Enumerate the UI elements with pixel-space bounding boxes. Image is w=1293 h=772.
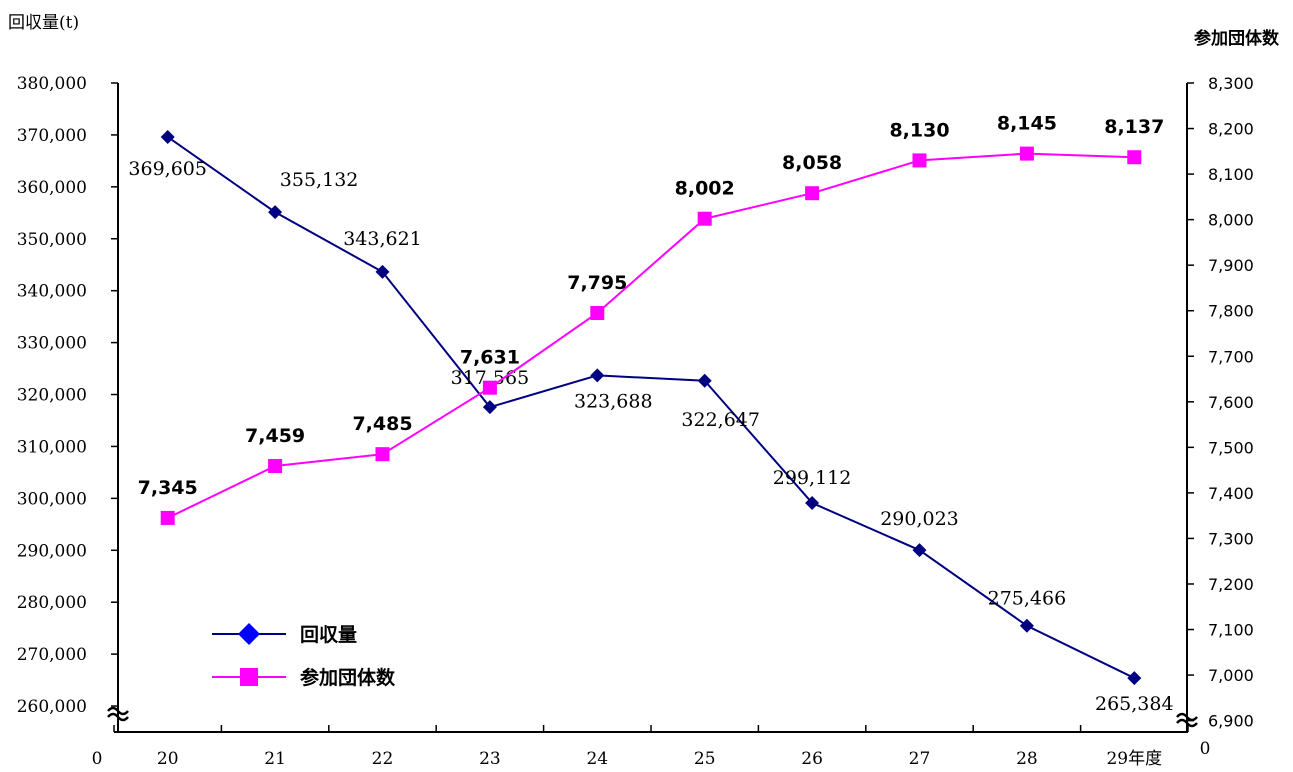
series-point-groups (268, 459, 283, 474)
series-point-collection (590, 368, 605, 383)
series-layer: 369,605 355,132 343,621 317,565 323,688 322,6… (128, 113, 1173, 715)
right-tick-label: 7,700 (1208, 347, 1254, 366)
x-tick-label: 21 (264, 749, 286, 769)
x-tick-label: 27 (909, 749, 931, 769)
data-label-collection: 343,621 (343, 228, 422, 250)
legend-marker-square (240, 668, 258, 686)
right-tick-label: 7,800 (1208, 302, 1254, 321)
data-label-groups: 8,130 (889, 119, 949, 141)
series-point-collection (1019, 618, 1034, 633)
series-line-collection (167, 136, 1135, 679)
left-tick-label: 310,000 (17, 437, 87, 457)
series-line-groups (167, 152, 1135, 519)
x-tick-label: 28 (1016, 749, 1038, 769)
right-tick-label: 7,500 (1208, 438, 1254, 457)
legend-label: 参加団体数 (300, 666, 396, 689)
left-tick-label: 320,000 (17, 386, 87, 406)
right-tick-label: 7,000 (1208, 666, 1254, 685)
series-point-collection (268, 205, 283, 220)
left-tick-label: 260,000 (17, 697, 87, 717)
series-point-collection (160, 129, 175, 144)
right-tick-label: 8,000 (1208, 211, 1254, 230)
left-axis-break-mark (107, 706, 129, 716)
series-point-groups (1127, 150, 1142, 165)
left-tick-label: 300,000 (17, 489, 87, 509)
right-tick-label: 7,900 (1208, 256, 1254, 275)
series-point-groups (1019, 146, 1034, 161)
series-point-groups (912, 153, 927, 168)
right-tick-label: 8,100 (1208, 165, 1254, 184)
right-tick-label: 7,200 (1208, 575, 1254, 594)
left-tick-label: 290,000 (17, 541, 87, 561)
x-tick-label: 22 (372, 749, 394, 769)
right-tick-label: 7,300 (1208, 529, 1254, 548)
x-tick-label: 29年度 (1106, 749, 1162, 769)
data-label-collection: 275,466 (988, 588, 1067, 610)
right-zero-label: 0 (1200, 739, 1211, 759)
series-point-collection (1127, 671, 1142, 686)
data-label-collection: 322,647 (681, 409, 760, 431)
left-tick-label: 380,000 (17, 74, 87, 94)
series-point-groups (590, 305, 605, 320)
data-label-collection: 299,112 (773, 467, 852, 489)
left-tick-label: 280,000 (17, 593, 87, 613)
legend-marker-diamond (238, 623, 260, 645)
data-label-collection: 369,605 (128, 158, 207, 180)
series-point-groups (482, 380, 497, 395)
x-tick-label: 25 (694, 749, 716, 769)
left-axis-ticks: 380,000 370,000 360,000 350,000 340,000 330,0… (17, 74, 118, 717)
x-tick-label: 23 (479, 749, 501, 769)
left-tick-label: 350,000 (17, 230, 87, 250)
series-point-collection (482, 400, 497, 415)
legend-label: 回収量 (300, 624, 357, 646)
series-point-collection (805, 495, 820, 510)
right-tick-label: 7,400 (1208, 484, 1254, 503)
data-label-groups: 8,137 (1104, 116, 1164, 138)
series-point-collection (912, 543, 927, 558)
right-axis-title: 参加団体数 (1194, 28, 1280, 49)
data-label-collection: 265,384 (1095, 693, 1174, 715)
left-axis-title: 回収量(t) (8, 13, 79, 33)
data-label-groups: 7,631 (460, 347, 520, 369)
right-axis-break-mark (1176, 712, 1198, 722)
series-point-groups (375, 447, 390, 462)
series-point-groups (805, 186, 820, 201)
series-point-groups (160, 510, 175, 525)
x-tick-label: 24 (586, 749, 608, 769)
right-tick-label: 6,900 (1208, 712, 1254, 731)
series-point-collection (697, 373, 712, 388)
data-label-groups: 7,345 (138, 477, 198, 499)
data-label-groups: 7,459 (245, 425, 305, 447)
left-tick-label: 330,000 (17, 334, 87, 354)
data-label-groups: 8,002 (675, 178, 735, 200)
left-tick-label: 340,000 (17, 282, 87, 302)
data-label-collection: 290,023 (880, 508, 959, 530)
x-tick-label: 26 (801, 749, 823, 769)
data-label-groups: 8,058 (782, 152, 842, 174)
right-tick-label: 8,200 (1208, 120, 1254, 139)
left-zero-label: 0 (92, 749, 103, 769)
x-axis-ticks: 20 21 22 23 24 25 26 27 28 29年度 (113, 725, 1189, 769)
right-tick-label: 7,600 (1208, 393, 1254, 412)
data-label-groups: 7,485 (352, 413, 412, 435)
right-axis-break-mark (1176, 718, 1198, 728)
right-axis-ticks: 8,300 8,200 8,100 8,000 7,900 7,800 7,700 7,600… (1187, 74, 1254, 731)
series-point-groups (697, 211, 712, 226)
data-label-groups: 8,145 (997, 113, 1057, 135)
data-label-groups: 7,795 (567, 272, 627, 294)
left-axis-break-mark (107, 712, 129, 722)
left-tick-label: 360,000 (17, 178, 87, 198)
right-tick-label: 7,100 (1208, 621, 1254, 640)
left-tick-label: 270,000 (17, 645, 87, 665)
data-label-collection: 323,688 (574, 390, 653, 412)
left-tick-label: 370,000 (17, 126, 87, 146)
data-label-collection: 355,132 (280, 169, 359, 191)
x-tick-label: 20 (157, 749, 179, 769)
series-point-collection (375, 264, 390, 279)
right-tick-label: 8,300 (1208, 74, 1254, 93)
data-label-collection: 317,565 (451, 367, 530, 389)
